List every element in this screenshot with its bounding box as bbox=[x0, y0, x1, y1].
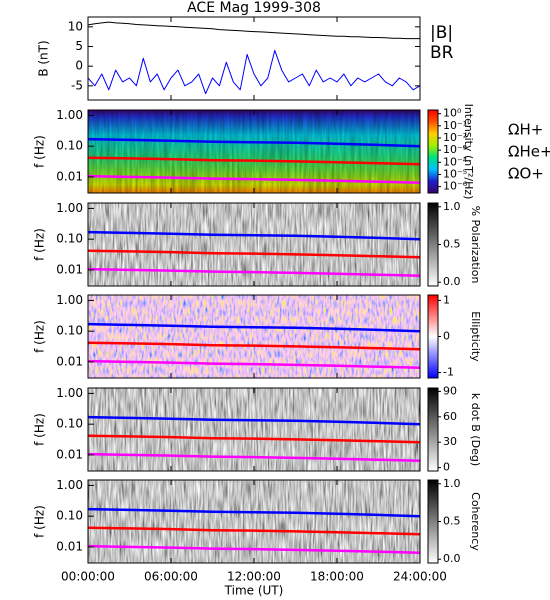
series-line bbox=[87, 267, 421, 277]
y-tick-label: 0.01 bbox=[56, 354, 83, 368]
colorbar-tick-label: 0 bbox=[443, 461, 450, 474]
colorbar-label: Coherency bbox=[469, 492, 482, 551]
legend-label: BR bbox=[430, 43, 454, 63]
colorbar-tick-label: 10⁻¹ bbox=[443, 119, 467, 132]
y-tick-label: -5 bbox=[71, 78, 83, 92]
colorbar-tick-label: 0 bbox=[443, 330, 450, 343]
y-tick-label: 1.00 bbox=[56, 293, 83, 307]
colorbar-tick-label: 90 bbox=[443, 384, 457, 397]
plot-frame bbox=[87, 387, 421, 472]
colorbar-label: % Polarization bbox=[469, 206, 482, 284]
colorbar-tick-label: 0.5 bbox=[443, 515, 461, 528]
y-tick-label: 0.10 bbox=[56, 417, 83, 431]
y-tick-label: 0.01 bbox=[56, 539, 83, 553]
series-line bbox=[87, 230, 421, 241]
colorbar-tick-label: 10⁻⁴ bbox=[443, 155, 468, 168]
plot-frame bbox=[87, 294, 421, 379]
y-tick-label: 1.00 bbox=[56, 386, 83, 400]
legend-label: ΩH+ bbox=[508, 121, 543, 139]
y-tick-label: 1.00 bbox=[56, 201, 83, 215]
series-line bbox=[87, 322, 421, 333]
series-line bbox=[87, 507, 421, 518]
colorbar-tick-label: -1 bbox=[443, 366, 454, 379]
y-tick-label: 1.00 bbox=[56, 108, 83, 122]
colorbar-label: Ellipticity bbox=[469, 311, 482, 362]
series-line bbox=[87, 249, 421, 259]
series-line bbox=[87, 341, 421, 351]
colorbar-tick-label: 1 bbox=[443, 293, 450, 306]
colorbar-tick-label: 30 bbox=[443, 435, 457, 448]
x-tick-label: 18:00:00 bbox=[310, 570, 364, 584]
series-line bbox=[87, 156, 421, 166]
legend-label: ΩO+ bbox=[508, 165, 544, 183]
colorbar bbox=[427, 479, 439, 564]
legend-label: ΩHe+ bbox=[508, 143, 550, 161]
y-axis-label: f (Hz) bbox=[33, 505, 47, 538]
colorbar-tick-label: 10⁻² bbox=[443, 131, 467, 144]
series-line bbox=[87, 415, 421, 426]
plot-frame bbox=[87, 109, 421, 194]
colorbar-label: Intensity (nT²/Hz) bbox=[462, 104, 475, 200]
y-tick-label: 0.01 bbox=[56, 262, 83, 276]
plot-frame bbox=[87, 479, 421, 564]
series-line bbox=[87, 137, 421, 148]
y-tick-label: 5 bbox=[75, 39, 83, 53]
x-tick-label: 06:00:00 bbox=[144, 570, 198, 584]
x-tick-label: 24:00:00 bbox=[393, 570, 447, 584]
colorbar-tick-label: 0.5 bbox=[443, 238, 461, 251]
colorbar-tick-label: 10⁻³ bbox=[443, 143, 467, 156]
legend-label: |B| bbox=[430, 23, 453, 43]
series-line bbox=[87, 359, 421, 369]
y-tick-label: 1.00 bbox=[56, 478, 83, 492]
colorbar bbox=[427, 109, 439, 194]
series-line bbox=[87, 21, 420, 40]
colorbar-tick-label: 60 bbox=[443, 410, 457, 423]
colorbar-tick-label: 1.0 bbox=[443, 477, 461, 490]
y-axis-label: f (Hz) bbox=[33, 320, 47, 353]
colorbar bbox=[427, 387, 439, 472]
y-tick-label: 0.10 bbox=[56, 509, 83, 523]
colorbar-tick-label: 10⁻⁵ bbox=[443, 167, 467, 180]
y-tick-label: 0.10 bbox=[56, 232, 83, 246]
y-tick-label: 0.01 bbox=[56, 169, 83, 183]
colorbar-tick-label: 1.0 bbox=[443, 200, 461, 213]
series-line bbox=[87, 434, 421, 444]
series-line bbox=[87, 526, 421, 536]
colorbar-tick-label: 10⁰ bbox=[443, 107, 462, 120]
colorbar-label: k dot B (Deg) bbox=[469, 393, 482, 466]
series-line bbox=[87, 174, 421, 184]
x-axis-label: Time (UT) bbox=[224, 584, 284, 598]
plot-frame bbox=[87, 16, 421, 101]
y-tick-label: 0.01 bbox=[56, 447, 83, 461]
colorbar-tick-label: 0.0 bbox=[443, 275, 461, 288]
chart-title: ACE Mag 1999-308 bbox=[187, 0, 321, 16]
y-axis-label: f (Hz) bbox=[33, 228, 47, 261]
series-line bbox=[87, 544, 421, 554]
y-axis-label: B (nT) bbox=[37, 40, 51, 76]
y-tick-label: 0 bbox=[75, 59, 83, 73]
series-line bbox=[87, 49, 421, 95]
x-tick-label: 12:00:00 bbox=[227, 570, 281, 584]
y-axis-label: f (Hz) bbox=[33, 135, 47, 168]
y-tick-label: 0.10 bbox=[56, 139, 83, 153]
y-tick-label: 0.10 bbox=[56, 324, 83, 338]
y-axis-label: f (Hz) bbox=[33, 413, 47, 446]
x-tick-label: 00:00:00 bbox=[61, 570, 115, 584]
colorbar bbox=[427, 202, 439, 287]
y-tick-label: 10 bbox=[68, 19, 83, 33]
colorbar-tick-label: 10⁻⁶ bbox=[443, 180, 468, 193]
series-line bbox=[87, 452, 421, 462]
plot-frame bbox=[87, 202, 421, 287]
colorbar-tick-label: 0.0 bbox=[443, 552, 461, 565]
colorbar bbox=[427, 294, 439, 379]
